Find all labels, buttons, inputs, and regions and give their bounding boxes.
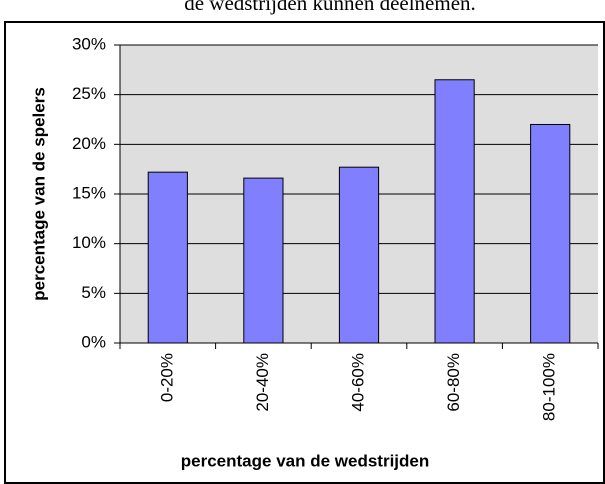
bar [434,79,475,344]
bar [530,123,571,344]
y-tick-label: 15% [72,183,106,202]
y-axis-title: percentage van de spelers [29,87,48,301]
y-tick-label: 5% [81,283,106,302]
y-tick-label: 0% [81,332,106,351]
x-axis-title: percentage van de wedstrijden [181,451,429,470]
caption: de wedstrijden kunnen deelnemen. [184,0,476,15]
x-tick-label: 0-20% [157,353,176,402]
x-tick-label: 60-80% [444,353,463,412]
y-tick-label: 30% [72,34,106,53]
x-tick-label: 20-40% [253,353,272,412]
bar [338,166,380,344]
y-tick-label: 25% [72,84,106,103]
bar [243,177,284,344]
y-tick-label: 20% [72,134,106,153]
x-tick-label: 40-60% [348,353,367,412]
bar [147,171,188,344]
y-tick-label: 10% [72,233,106,252]
x-tick-label: 80-100% [540,353,559,421]
